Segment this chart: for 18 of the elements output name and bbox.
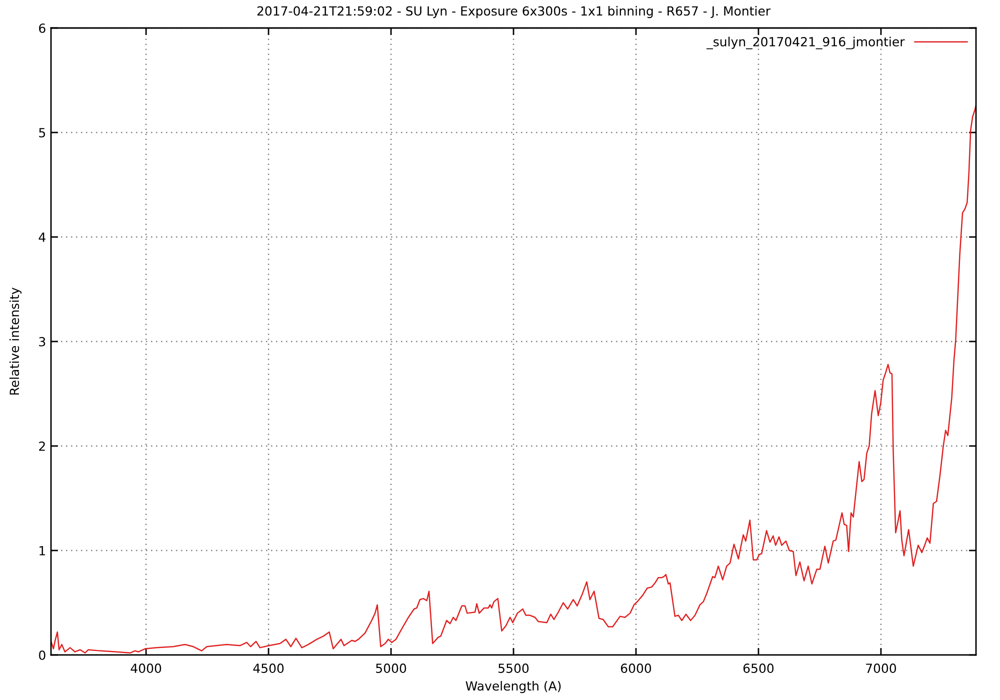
- y-tick-label: 6: [39, 23, 46, 33]
- x-tick-label: 5500: [498, 664, 529, 673]
- y-tick-label: 5: [39, 128, 46, 138]
- y-tick-label: 1: [40, 546, 45, 556]
- x-tick-label: 4000: [130, 664, 162, 673]
- legend-label: _sulyn_20170421_916_jmontier: [706, 36, 905, 50]
- x-tick-label: 5000: [376, 664, 406, 673]
- y-tick-label: 2: [39, 441, 45, 451]
- y-axis-title: Relative intensity: [9, 288, 22, 395]
- x-tick-label: 6500: [743, 664, 774, 673]
- x-axis-title: Wavelength (A): [466, 680, 561, 694]
- x-tick-label: 6000: [620, 664, 652, 673]
- y-tick-label: 3: [39, 336, 46, 346]
- chart-title: 2017-04-21T21:59:02 - SU Lyn - Exposure 6x300s - 1x1 binning - R657 - J. Montier: [257, 6, 771, 18]
- y-tick-label: 4: [38, 232, 46, 242]
- x-tick-label: 7000: [866, 664, 896, 673]
- x-tick-label: 4500: [253, 664, 284, 673]
- y-tick-label: 0: [39, 650, 46, 660]
